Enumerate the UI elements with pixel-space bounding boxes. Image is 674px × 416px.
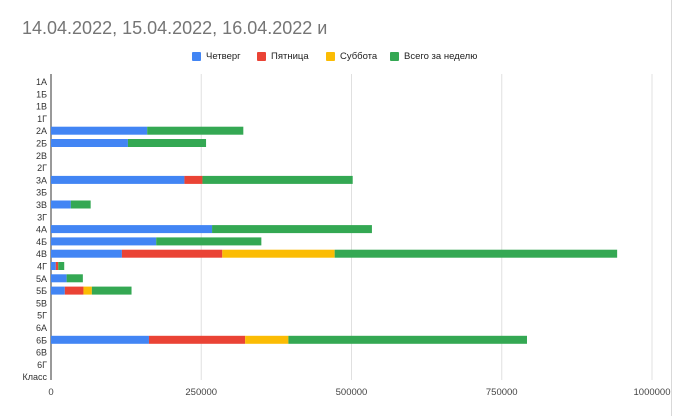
bar-segment[interactable] (66, 274, 83, 283)
y-tick-label: 6Б (36, 335, 47, 345)
y-tick-label: 5А (36, 274, 47, 284)
y-tick-label: 1А (36, 77, 47, 87)
bar-segment[interactable] (127, 139, 207, 147)
bar-segment[interactable] (121, 249, 223, 258)
legend-swatch-thursday (192, 51, 201, 61)
bar-segment[interactable] (83, 286, 92, 295)
bar-segment[interactable] (148, 335, 246, 344)
y-tick-label: 1Б (36, 89, 47, 99)
bar-segment[interactable] (334, 249, 618, 258)
bar-segment[interactable] (51, 225, 213, 234)
y-tick-label: 4А (36, 225, 47, 235)
y-tick-label: 1В (36, 102, 47, 112)
bar-segment[interactable] (156, 237, 262, 246)
y-tick-label: 6А (36, 323, 47, 333)
x-tick-label: 1000000 (634, 387, 671, 398)
y-tick-label: 4Б (36, 237, 47, 247)
y-tick-label: 1Г (37, 114, 47, 124)
bar-segment[interactable] (51, 237, 157, 246)
legend-item-week-total[interactable]: Всего за неделю (390, 49, 477, 63)
legend-item-thursday[interactable]: Четверг (192, 49, 241, 63)
y-tick-label: 6В (36, 348, 47, 358)
x-tick-label: 750000 (486, 387, 518, 398)
legend-swatch-saturday (326, 51, 335, 61)
bar-segment[interactable] (51, 175, 185, 184)
x-tick-label: 250000 (185, 387, 217, 398)
legend-label-saturday: Суббота (340, 50, 378, 62)
bar-segment[interactable] (51, 126, 148, 135)
bar-segment[interactable] (184, 175, 203, 184)
bar-segment[interactable] (147, 126, 244, 135)
y-tick-label: 4В (36, 249, 47, 259)
bar-segment[interactable] (51, 139, 128, 147)
legend-label-thursday: Четверг (206, 50, 241, 62)
x-tick-label: 0 (48, 387, 53, 398)
bar-segment[interactable] (51, 335, 149, 344)
x-tick-label: 500000 (336, 387, 368, 398)
bar-segment[interactable] (64, 286, 84, 295)
chart-title: 14.04.2022, 15.04.2022, 16.04.2022 и (22, 18, 328, 38)
y-tick-label: 2А (36, 126, 47, 136)
legend-swatch-friday (257, 51, 266, 61)
y-tick-label: 3В (36, 200, 47, 210)
bar-segment[interactable] (51, 274, 67, 283)
y-tick-label: 5В (36, 298, 47, 308)
bar-segment[interactable] (222, 249, 335, 258)
bar-segment[interactable] (51, 286, 65, 295)
bar-segment[interactable] (51, 200, 71, 209)
chart-legend: Четверг Пятница Суббота Всего за неделю (0, 49, 674, 63)
bar-segment[interactable] (70, 200, 91, 209)
bar-segment[interactable] (55, 262, 59, 270)
bar-segment[interactable] (212, 225, 372, 234)
legend-label-friday: Пятница (271, 50, 309, 62)
bar-segment[interactable] (58, 262, 65, 270)
bar-segment[interactable] (51, 262, 56, 270)
bar-segment[interactable] (245, 335, 289, 344)
y-tick-label: 2Б (36, 139, 47, 149)
y-tick-label: 6Г (37, 360, 47, 370)
y-tick-label: 3Г (37, 212, 47, 222)
y-tick-label: 4Г (37, 262, 47, 272)
bar-segment[interactable] (202, 175, 353, 184)
legend-item-friday[interactable]: Пятница (257, 49, 309, 63)
y-tick-label: 5Б (36, 286, 47, 296)
y-tick-label: 3Б (36, 188, 47, 198)
legend-item-saturday[interactable]: Суббота (326, 49, 377, 63)
legend-swatch-week-total (390, 51, 399, 61)
y-tick-label: 2Г (37, 163, 47, 173)
legend-label-week-total: Всего за неделю (404, 50, 478, 62)
bar-segment[interactable] (288, 335, 527, 344)
bar-segment[interactable] (91, 286, 132, 295)
y-tick-label: 3А (36, 175, 47, 185)
y-tick-label: Класс (23, 372, 48, 382)
bar-segment[interactable] (51, 249, 122, 258)
y-tick-label: 2В (36, 151, 47, 161)
y-tick-label: 5Г (37, 311, 47, 321)
